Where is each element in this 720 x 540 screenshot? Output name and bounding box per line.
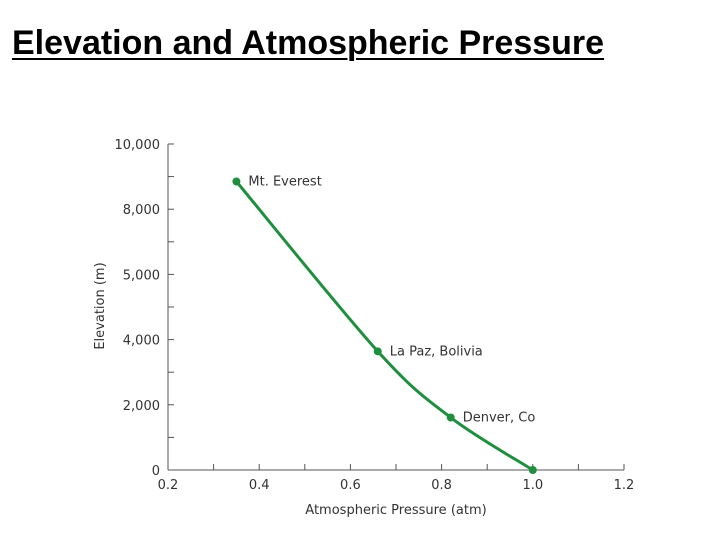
data-point bbox=[373, 347, 382, 356]
series-line bbox=[235, 180, 534, 472]
data-point bbox=[528, 466, 537, 474]
x-axis-title: Atmospheric Pressure (atm) bbox=[305, 503, 486, 518]
slide-title: Elevation and Atmospheric Pressure bbox=[12, 24, 605, 62]
y-tick-label: 2,000 bbox=[123, 399, 160, 414]
data-point bbox=[232, 177, 241, 186]
x-ticks: 0.2 0.4 0.6 0.8 1.0 1.2 bbox=[158, 464, 635, 493]
y-ticks: 0 2,000 4,000 5,000 8,000 10,000 bbox=[115, 138, 174, 479]
y-tick-label: 5,000 bbox=[123, 268, 160, 283]
data-point bbox=[446, 413, 455, 422]
series-layer: Mt. Everest La Paz, Bolivia Denver, Co bbox=[232, 174, 537, 474]
y-tick-label: 10,000 bbox=[115, 138, 161, 153]
y-tick-label: 4,000 bbox=[123, 334, 160, 349]
x-tick-label: 0.2 bbox=[158, 478, 179, 493]
x-tick-label: 0.8 bbox=[431, 478, 452, 493]
y-axis-title: Elevation (m) bbox=[93, 262, 108, 349]
x-tick-label: 0.4 bbox=[249, 478, 270, 493]
x-tick-label: 1.0 bbox=[522, 478, 543, 493]
chart-axes bbox=[167, 144, 624, 471]
x-tick-label: 1.2 bbox=[614, 478, 635, 493]
x-tick-label: 0.6 bbox=[340, 478, 361, 493]
data-point-label: La Paz, Bolivia bbox=[390, 344, 483, 359]
y-tick-label: 8,000 bbox=[123, 203, 160, 218]
y-tick-label: 0 bbox=[152, 464, 160, 479]
data-point-label: Denver, Co bbox=[463, 411, 536, 426]
data-point-label: Mt. Everest bbox=[248, 174, 321, 189]
